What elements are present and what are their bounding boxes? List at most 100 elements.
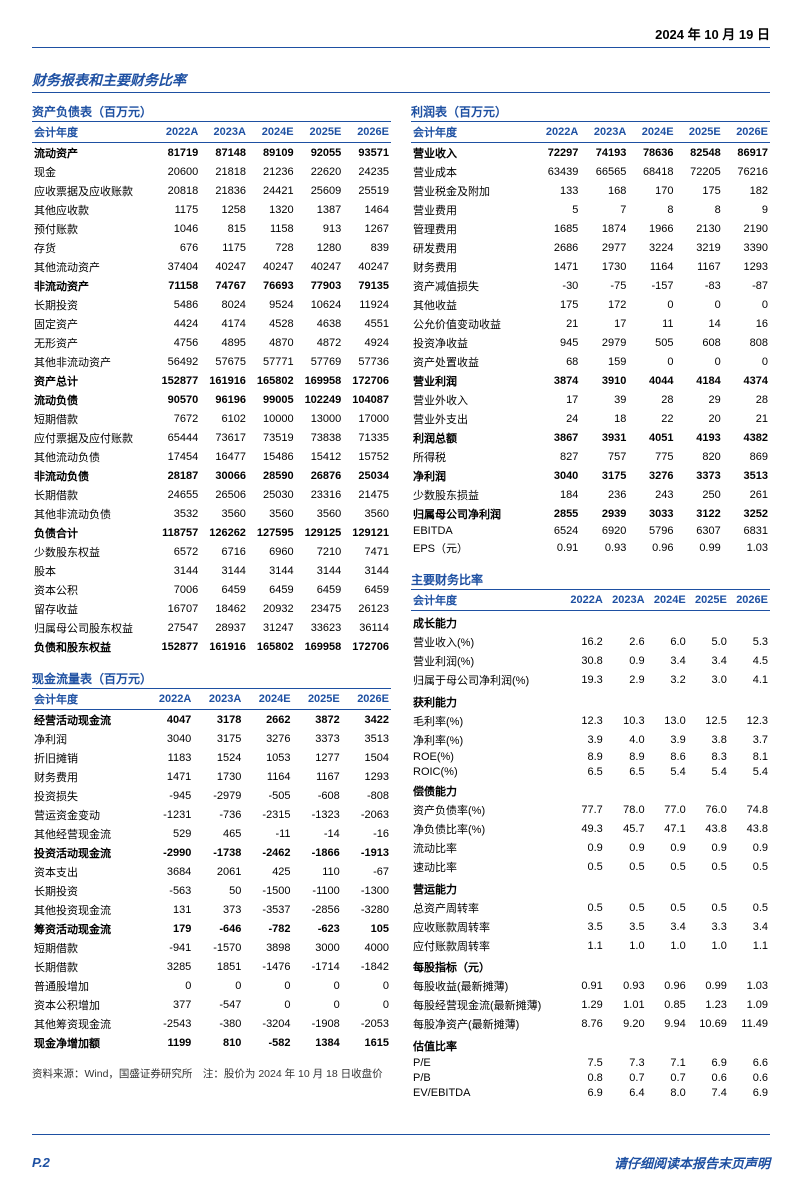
- cell-value: 21: [532, 314, 580, 333]
- table-row: 其他收益175172000: [411, 295, 770, 314]
- row-label: 资产处置收益: [411, 352, 532, 371]
- cell-value: 4924: [343, 333, 391, 352]
- cell-value: 8.3: [688, 749, 729, 764]
- row-label: 归属母公司净利润: [411, 504, 532, 523]
- cell-value: 3513: [723, 466, 770, 485]
- row-label: 其他非流动资产: [32, 352, 153, 371]
- row-subhead: 获利能力: [411, 690, 770, 712]
- col-header: 2022A: [532, 122, 580, 143]
- table-row: 其他应收款11751258132013871464: [32, 200, 391, 219]
- cell-value: 3285: [143, 957, 193, 976]
- cell-value: 2130: [676, 219, 723, 238]
- cell-value: 1.23: [688, 996, 729, 1015]
- row-subhead: 成长能力: [411, 611, 770, 633]
- col-header: 2025E: [293, 689, 342, 710]
- cell-value: 0.5: [647, 898, 688, 917]
- cell-value: 0.7: [605, 1070, 647, 1085]
- cell-value: 31247: [248, 618, 296, 637]
- cell-value: 0.9: [647, 839, 688, 858]
- cell-value: -11: [243, 824, 292, 843]
- table-row: 资本公积70066459645964596459: [32, 580, 391, 599]
- table-row: 净利润30403175327633733513: [32, 729, 391, 748]
- cell-value: 184: [532, 485, 580, 504]
- cell-value: 4174: [200, 314, 248, 333]
- cell-value: 7006: [153, 580, 201, 599]
- balance-sheet-block: 资产负债表（百万元） 会计年度2022A2023A2024E2025E2026E…: [32, 103, 391, 656]
- cell-value: 25034: [343, 466, 391, 485]
- ratios-title: 主要财务比率: [411, 571, 770, 588]
- cell-value: 5.4: [729, 764, 770, 779]
- row-label: 长期借款: [32, 957, 143, 976]
- cell-value: 40247: [200, 257, 248, 276]
- row-label: 流动比率: [411, 839, 563, 858]
- table-row: 估值比率: [411, 1034, 770, 1056]
- col-header-year: 会计年度: [32, 122, 153, 143]
- cell-value: 22: [628, 409, 675, 428]
- cell-value: 4638: [296, 314, 344, 333]
- cell-value: 16477: [200, 447, 248, 466]
- table-row: 速动比率0.50.50.50.50.5: [411, 858, 770, 877]
- top-rule: [32, 47, 770, 48]
- cell-value: 169958: [296, 371, 344, 390]
- cell-value: 2.9: [605, 671, 647, 690]
- table-row: 营业收入(%)16.22.66.05.05.3: [411, 633, 770, 652]
- cell-value: 5.3: [729, 633, 770, 652]
- cell-value: 1277: [293, 748, 342, 767]
- cell-value: 3144: [296, 561, 344, 580]
- row-label: 净利率(%): [411, 730, 563, 749]
- cell-value: 3252: [723, 504, 770, 523]
- cell-value: 1.03: [729, 977, 770, 996]
- cell-value: 0.9: [729, 839, 770, 858]
- cell-value: 28: [628, 390, 675, 409]
- cell-value: 30066: [200, 466, 248, 485]
- table-row: 总资产周转率0.50.50.50.50.5: [411, 898, 770, 917]
- row-label: 长期投资: [32, 881, 143, 900]
- table-row: 资本支出36842061425110-67: [32, 862, 391, 881]
- cell-value: -67: [342, 862, 391, 881]
- cell-value: 0: [193, 976, 243, 995]
- row-label: 营业费用: [411, 200, 532, 219]
- cell-value: 21: [723, 409, 770, 428]
- section-title: 财务报表和主要财务比率: [32, 70, 770, 90]
- cell-value: 39: [580, 390, 628, 409]
- cell-value: 1320: [248, 200, 296, 219]
- col-header: 2026E: [729, 590, 770, 611]
- cell-value: 0.5: [729, 898, 770, 917]
- table-row: 利润总额38673931405141934382: [411, 428, 770, 447]
- table-row: 营业外支出2418222021: [411, 409, 770, 428]
- col-header: 2026E: [343, 122, 391, 143]
- table-row: 营业外收入1739282928: [411, 390, 770, 409]
- row-label: 非流动资产: [32, 276, 153, 295]
- cell-value: 20: [676, 409, 723, 428]
- cell-value: 1.0: [688, 936, 729, 955]
- row-label: 流动负债: [32, 390, 153, 409]
- balance-sheet-table: 会计年度2022A2023A2024E2025E2026E流动资产8171987…: [32, 121, 391, 656]
- cell-value: -1908: [293, 1014, 342, 1033]
- table-row: 资产负债率(%)77.778.077.076.074.8: [411, 801, 770, 820]
- cell-value: -3537: [243, 900, 292, 919]
- row-label: 其他投资现金流: [32, 900, 143, 919]
- cell-value: 33623: [296, 618, 344, 637]
- cell-value: 1053: [243, 748, 292, 767]
- table-row: 每股收益(最新摊薄)0.910.930.960.991.03: [411, 977, 770, 996]
- row-label: 其他经营现金流: [32, 824, 143, 843]
- row-label: 管理费用: [411, 219, 532, 238]
- cell-value: 172706: [343, 371, 391, 390]
- table-row: 所得税827757775820869: [411, 447, 770, 466]
- row-label: 营业收入: [411, 143, 532, 163]
- table-row: 营业利润38743910404441844374: [411, 371, 770, 390]
- cell-value: 3000: [293, 938, 342, 957]
- cell-value: 159: [580, 352, 628, 371]
- cell-value: 71158: [153, 276, 201, 295]
- row-label: P/B: [411, 1070, 563, 1085]
- row-label: 资产总计: [32, 371, 153, 390]
- cell-value: 1046: [153, 219, 201, 238]
- cell-value: 22620: [296, 162, 344, 181]
- cell-value: 0: [243, 976, 292, 995]
- cell-value: 99005: [248, 390, 296, 409]
- row-label: 其他流动资产: [32, 257, 153, 276]
- cell-value: 43.8: [729, 820, 770, 839]
- cell-value: 118757: [153, 523, 201, 542]
- cell-value: 0.6: [688, 1070, 729, 1085]
- cell-value: 72205: [676, 162, 723, 181]
